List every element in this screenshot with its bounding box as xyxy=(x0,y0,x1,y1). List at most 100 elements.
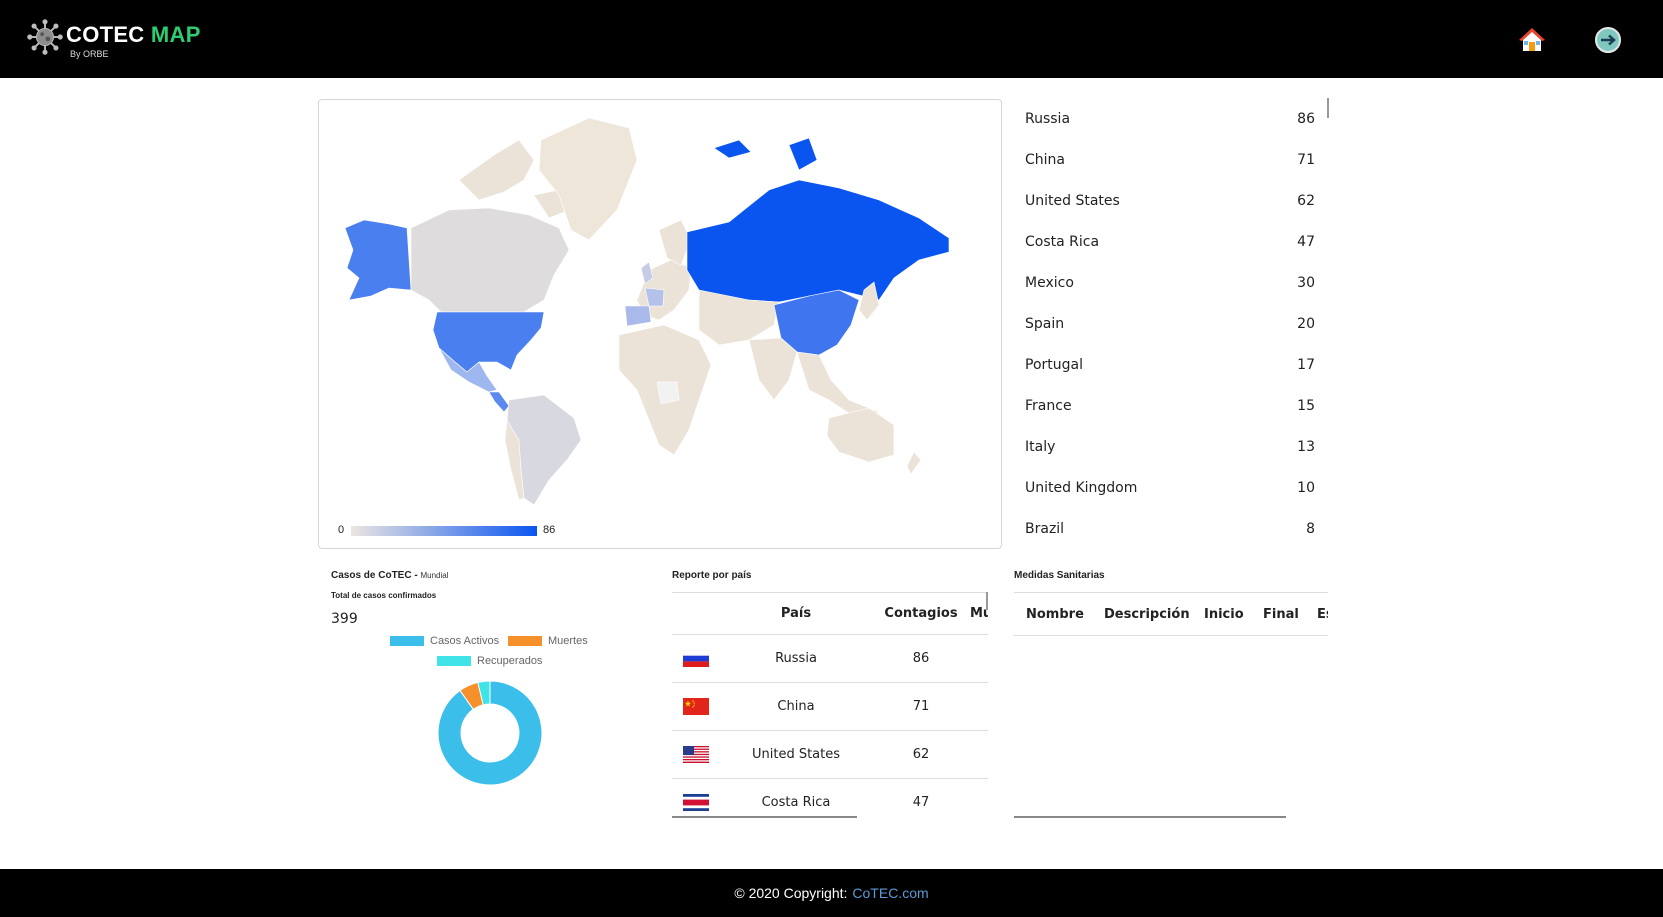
exit-icon[interactable] xyxy=(1594,26,1622,54)
map-region-russia-islands xyxy=(713,137,818,171)
column-header-contagios[interactable]: Contagios xyxy=(884,606,958,621)
map-region-canada[interactable] xyxy=(410,207,570,313)
ranking-country: Portugal xyxy=(1025,356,1083,373)
cell-country: Russia xyxy=(775,651,817,666)
total-cases-label: Total de casos confirmados xyxy=(331,591,437,600)
ranking-value: 17 xyxy=(1297,356,1315,373)
ranking-item: France 15 xyxy=(1025,385,1315,426)
brand-logo[interactable]: COTEC MAP By ORBE xyxy=(26,18,201,60)
ranking-item: United States 62 xyxy=(1025,180,1315,221)
map-legend-min: 0 xyxy=(338,524,345,536)
ranking-item: Russia 86 xyxy=(1025,98,1315,139)
map-region-russia[interactable] xyxy=(686,179,950,303)
top-navbar: COTEC MAP By ORBE xyxy=(0,0,1663,78)
map-region-central-asia[interactable] xyxy=(698,289,780,346)
table-row[interactable]: United States 62 4 xyxy=(672,731,988,779)
ranking-country: Costa Rica xyxy=(1025,233,1100,250)
cell-muertes: 13 xyxy=(970,635,988,682)
country-report-table[interactable]: País Contagios Muertes Russia 86 13 xyxy=(672,592,988,818)
flag-cell xyxy=(672,635,720,682)
map-region-scandinavia[interactable] xyxy=(658,219,692,266)
pie-legend-deaths[interactable]: Muertes xyxy=(508,635,588,647)
map-region-mexico[interactable] xyxy=(438,347,498,393)
ranking-value: 86 xyxy=(1297,110,1315,127)
home-icon[interactable] xyxy=(1518,26,1546,54)
china-flag-icon xyxy=(683,698,709,715)
column-header-estado[interactable]: Es xyxy=(1317,606,1328,622)
total-cases-value: 399 xyxy=(331,611,358,627)
map-region-central-america[interactable] xyxy=(488,391,510,413)
ranking-item: Costa Rica 47 xyxy=(1025,221,1315,262)
ranking-item: China 71 xyxy=(1025,139,1315,180)
legend-label-active: Casos Activos xyxy=(430,635,500,647)
table-row[interactable]: China 71 8 xyxy=(672,683,988,731)
cell-country: Costa Rica xyxy=(761,795,831,810)
footer-link[interactable]: CoTEC.com xyxy=(852,885,929,901)
ranking-item: United Kingdom 10 xyxy=(1025,467,1315,508)
pie-legend-active[interactable]: Casos Activos xyxy=(390,635,499,647)
map-region-uk[interactable] xyxy=(640,261,654,285)
cell-country: China xyxy=(777,699,815,714)
world-map[interactable] xyxy=(319,100,1002,549)
column-header-pais[interactable]: País xyxy=(780,606,812,621)
cases-donut-chart[interactable] xyxy=(430,673,550,793)
map-region-greenland[interactable] xyxy=(538,117,638,241)
ranking-item: Portugal 17 xyxy=(1025,344,1315,385)
medidas-table[interactable]: Nombre Descripción Inicio Final Es xyxy=(1014,592,1328,636)
map-region-se-asia[interactable] xyxy=(796,351,880,421)
pie-legend-recovered[interactable]: Recuperados xyxy=(437,655,542,667)
ranking-value: 20 xyxy=(1297,315,1315,332)
map-region-japan[interactable] xyxy=(858,281,880,321)
report-table-vscrollbar[interactable] xyxy=(986,592,988,610)
flag-cell xyxy=(672,731,720,778)
usa-flag-icon xyxy=(683,746,709,763)
map-region-australia[interactable] xyxy=(826,407,895,463)
legend-label-recovered: Recuperados xyxy=(477,655,543,667)
column-header-descripcion[interactable]: Descripción xyxy=(1104,606,1190,622)
country-ranking-list[interactable]: Russia 86 China 71 United States 62 Cost… xyxy=(1010,98,1328,550)
donut-slice-recuperados[interactable] xyxy=(477,680,491,706)
russia-flag-icon xyxy=(683,650,709,667)
map-region-iberia[interactable] xyxy=(624,305,652,327)
ranking-value: 8 xyxy=(1306,520,1315,537)
donut-slice-casos-activos[interactable] xyxy=(437,680,543,786)
column-header-inicio[interactable]: Inicio xyxy=(1204,606,1244,622)
map-legend-gradient xyxy=(351,526,537,536)
report-table-hscrollbar[interactable] xyxy=(672,816,857,818)
brand-title: COTEC MAP xyxy=(66,24,201,46)
cases-scope: Mundial xyxy=(420,571,449,580)
legend-swatch-active xyxy=(390,636,424,646)
map-region-alaska[interactable] xyxy=(344,219,412,301)
map-region-andes xyxy=(504,419,525,501)
map-region-new-zealand xyxy=(906,451,922,475)
cell-country: United States xyxy=(751,747,841,762)
column-header-final[interactable]: Final xyxy=(1263,606,1299,622)
cell-muertes: 8 xyxy=(970,683,988,730)
ranking-country: Italy xyxy=(1025,438,1056,455)
column-header-muertes[interactable]: Muertes xyxy=(970,606,988,621)
virus-icon xyxy=(27,19,63,55)
ranking-country: Spain xyxy=(1025,315,1065,332)
legend-swatch-recovered xyxy=(437,656,471,666)
ranking-scrollbar[interactable] xyxy=(1327,98,1329,118)
world-map-card: 0 86 xyxy=(318,99,1002,549)
ranking-item: Mexico 30 xyxy=(1025,262,1315,303)
map-region-france[interactable] xyxy=(644,287,665,307)
map-legend-max: 86 xyxy=(543,524,556,536)
table-row[interactable]: Russia 86 13 xyxy=(672,635,988,683)
ranking-country: Brazil xyxy=(1025,520,1065,537)
medidas-table-hscrollbar[interactable] xyxy=(1014,816,1286,818)
legend-label-deaths: Muertes xyxy=(548,635,588,647)
map-region-south-asia[interactable] xyxy=(748,337,798,401)
brand-subtitle: By ORBE xyxy=(70,49,109,59)
cell-contagios: 47 xyxy=(912,795,930,810)
ranking-value: 13 xyxy=(1297,438,1315,455)
table-row[interactable]: Costa Rica 47 2 xyxy=(672,779,988,818)
ranking-country: Mexico xyxy=(1025,274,1074,291)
ranking-country: United States xyxy=(1025,192,1120,209)
cell-contagios: 71 xyxy=(912,699,930,714)
column-header-nombre[interactable]: Nombre xyxy=(1026,606,1084,622)
cell-contagios: 62 xyxy=(912,747,930,762)
ranking-value: 71 xyxy=(1297,151,1315,168)
map-region-central-africa xyxy=(656,381,680,405)
